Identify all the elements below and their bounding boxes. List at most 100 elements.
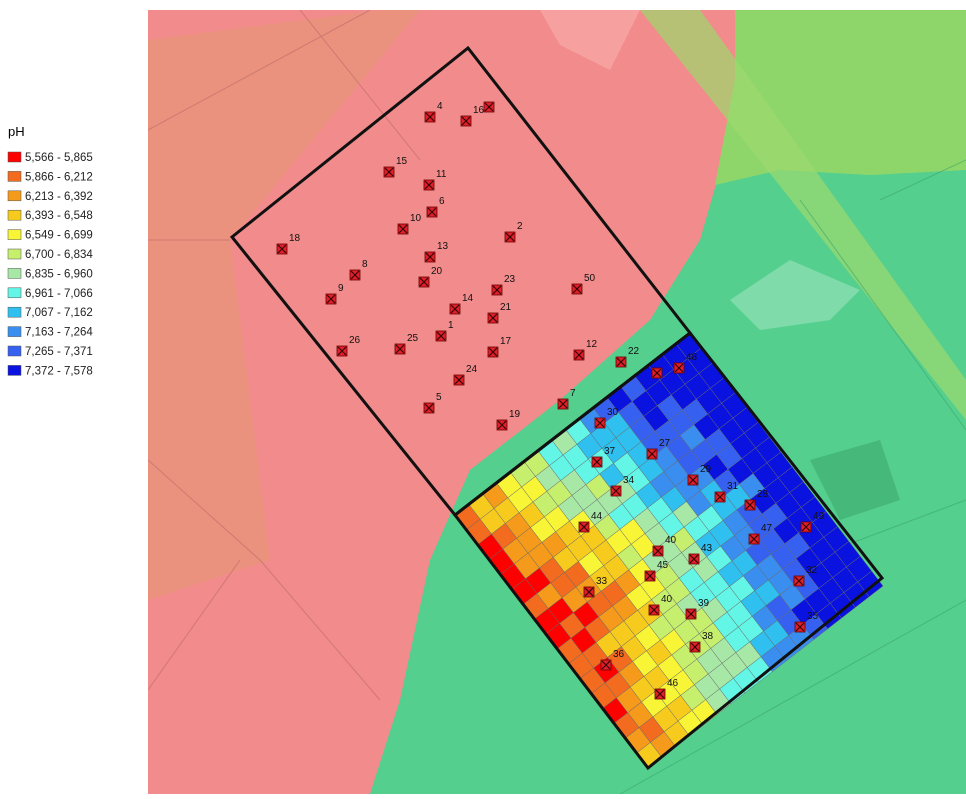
legend-swatch — [7, 326, 22, 337]
legend-label: 6,700 - 6,834 — [25, 249, 93, 261]
legend-swatch — [7, 306, 22, 318]
sample-label: 2 — [517, 221, 523, 232]
sample-label: 28 — [757, 489, 769, 500]
sample-marker-cross — [488, 347, 498, 357]
sample-label: 18 — [289, 233, 301, 244]
sample-marker-cross — [592, 457, 602, 467]
sample-label: 47 — [761, 523, 773, 534]
legend-label: 5,866 - 6,212 — [25, 171, 93, 183]
sample-label: 29 — [700, 464, 712, 475]
sample-marker-cross — [337, 346, 347, 356]
sample-marker-cross — [616, 357, 626, 367]
sample-label: 5 — [436, 392, 442, 403]
sample-marker-cross — [652, 368, 662, 378]
sample-marker-cross — [674, 363, 684, 373]
building — [540, 10, 640, 70]
sample-marker-cross — [425, 112, 435, 122]
sample-label: 46 — [667, 678, 679, 689]
sample-marker-cross — [688, 475, 698, 485]
sample-label: 32 — [806, 565, 818, 576]
parcel-lines — [148, 10, 421, 701]
sample-marker-cross — [794, 576, 804, 586]
sample-label: 48 — [686, 352, 698, 363]
sample-label: 35 — [807, 611, 819, 622]
zone-salmon — [148, 10, 420, 600]
sample-points: 4 16 15 11 6 10 2 18 13 20 8 9 23 50 14 21 1 26 25 17 12 22 24… — [276, 101, 825, 700]
legend: pH 5,566 - 5,865 5,866 - 6,212 6,213 - 6,3… — [7, 124, 93, 377]
sample-label: 30 — [607, 407, 619, 418]
sample-marker-cross — [424, 403, 434, 413]
sample-label: 12 — [586, 339, 598, 350]
sample-marker-cross — [436, 331, 446, 341]
sample-label: 50 — [584, 273, 596, 284]
sample-label: 6 — [439, 196, 445, 207]
sample-label: 38 — [702, 631, 714, 642]
sample-marker-cross — [579, 522, 589, 532]
ph-raster — [454, 332, 884, 769]
sample-marker-cross — [595, 418, 605, 428]
sample-label: 31 — [727, 481, 739, 492]
sample-marker-cross — [749, 534, 759, 544]
sample-marker-cross — [350, 270, 360, 280]
sample-label: 36 — [613, 649, 625, 660]
sample-marker-cross — [398, 224, 408, 234]
sample-marker-cross — [484, 102, 494, 112]
sample-marker-cross — [584, 587, 594, 597]
sample-marker-cross — [558, 399, 568, 409]
sample-marker-cross — [574, 350, 584, 360]
sample-marker-cross — [461, 116, 471, 126]
sample-marker-cross — [425, 252, 435, 262]
sample-marker-cross — [488, 313, 498, 323]
sample-label: 44 — [591, 511, 603, 522]
legend-label: 7,265 - 7,371 — [25, 346, 93, 358]
sample-label: 10 — [410, 213, 422, 224]
sample-label: 39 — [698, 598, 710, 609]
legend-title: pH — [8, 124, 25, 139]
sample-marker-cross — [689, 554, 699, 564]
legend-label: 7,067 - 7,162 — [25, 307, 93, 319]
sample-label: 9 — [338, 283, 344, 294]
legend-swatch — [7, 190, 22, 202]
sample-label: 24 — [466, 364, 478, 375]
sample-marker-cross — [395, 344, 405, 354]
map-layers: 4 16 15 11 6 10 2 18 13 20 8 9 23 50 14 21 1 26 25 17 12 22 24… — [148, 10, 966, 794]
sample-label: 43 — [701, 543, 713, 554]
sample-label: 45 — [657, 560, 669, 571]
legend-swatch — [7, 209, 22, 221]
sample-label: 4 — [437, 101, 443, 112]
sample-label: 40 — [661, 594, 673, 605]
sample-marker-cross — [497, 420, 507, 430]
legend-swatch — [7, 365, 22, 376]
legend-swatch — [7, 287, 22, 299]
sample-marker-cross — [492, 285, 502, 295]
sample-label: 13 — [437, 241, 449, 252]
sample-label: 1 — [448, 320, 454, 331]
sample-label: 8 — [362, 259, 368, 270]
legend-swatch — [7, 151, 22, 163]
sample-marker-cross — [450, 304, 460, 314]
sample-label: 11 — [436, 169, 447, 180]
building — [730, 260, 860, 330]
legend-swatch — [7, 345, 22, 357]
sample-marker-cross — [384, 167, 394, 177]
sample-label: 25 — [407, 333, 419, 344]
legend-label: 6,835 - 6,960 — [25, 268, 93, 280]
sample-label: 22 — [628, 346, 640, 357]
legend-label: 6,961 - 7,066 — [25, 288, 93, 300]
sample-marker-cross — [801, 522, 811, 532]
sample-marker-cross — [277, 244, 287, 254]
legend-label: 6,213 - 6,392 — [25, 191, 93, 203]
building — [810, 440, 900, 520]
sample-marker-cross — [427, 207, 437, 217]
sample-marker-cross — [454, 375, 464, 385]
legend-label: 5,566 - 5,865 — [25, 152, 93, 164]
sample-marker-cross — [647, 449, 657, 459]
sample-label: 15 — [396, 156, 408, 167]
sample-label: 34 — [623, 475, 635, 486]
legend-swatch — [7, 229, 22, 240]
sample-label: 26 — [349, 335, 361, 346]
sample-label: 14 — [462, 293, 474, 304]
sample-marker-cross — [690, 642, 700, 652]
legend-label: 6,549 - 6,699 — [25, 230, 93, 242]
